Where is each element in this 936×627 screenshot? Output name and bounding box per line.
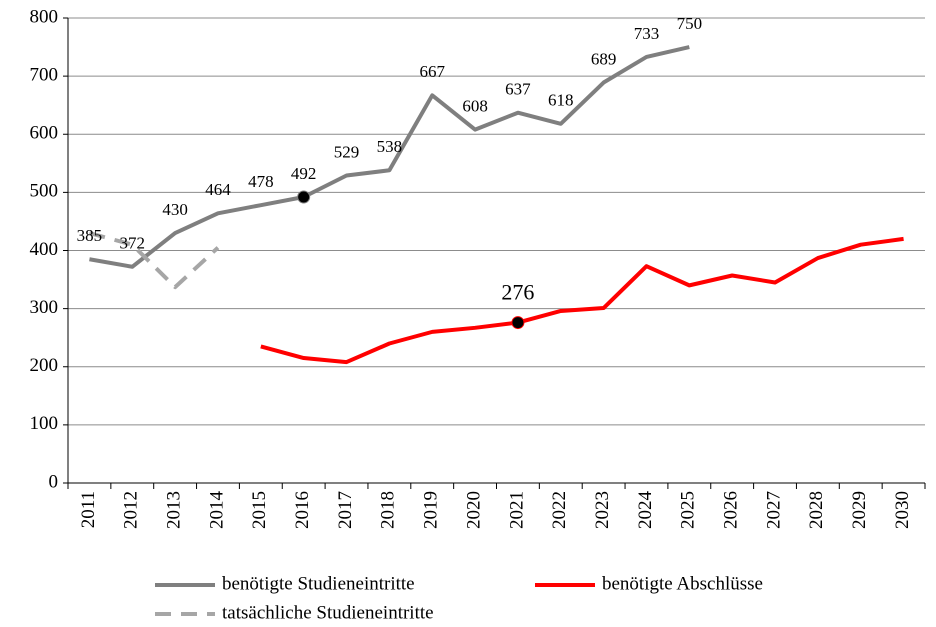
legend-label: benötigte Studieneintritte: [222, 573, 415, 594]
data-label: 478: [248, 172, 274, 191]
data-label: 689: [591, 49, 617, 68]
legend-label: benötigte Abschlüsse: [602, 573, 763, 594]
data-label: 430: [162, 200, 188, 219]
x-tick-label: 2026: [721, 491, 742, 529]
x-tick-label: 2020: [463, 491, 484, 529]
y-tick-label: 200: [30, 355, 59, 376]
data-label: 385: [77, 226, 103, 245]
data-label: 750: [677, 14, 703, 33]
x-tick-label: 2022: [549, 491, 570, 529]
series-line: [260, 236, 904, 365]
data-label: 538: [377, 137, 403, 156]
y-tick-label: 800: [30, 6, 59, 27]
y-tick-label: 500: [30, 181, 59, 202]
point-marker: [511, 316, 525, 330]
legend-label: tatsächliche Studieneintritte: [222, 602, 434, 623]
x-tick-label: 2014: [206, 491, 227, 530]
point-marker: [297, 190, 311, 204]
x-tick-label: 2017: [335, 491, 356, 529]
data-label: 492: [291, 164, 317, 183]
data-label: 618: [548, 91, 574, 110]
x-tick-label: 2019: [421, 491, 442, 529]
data-label: 667: [419, 62, 445, 81]
data-label: 637: [505, 80, 531, 99]
x-tick-label: 2030: [892, 491, 913, 529]
series-line: [88, 231, 220, 290]
x-tick-label: 2015: [249, 491, 270, 529]
series-line: [89, 45, 690, 269]
y-tick-label: 0: [49, 471, 59, 492]
x-tick-label: 2023: [592, 491, 613, 529]
y-tick-label: 400: [30, 239, 59, 260]
y-tick-label: 600: [30, 123, 59, 144]
x-tick-label: 2018: [378, 491, 399, 529]
x-tick-label: 2011: [78, 491, 99, 528]
y-tick-label: 300: [30, 297, 59, 318]
data-label: 733: [634, 24, 660, 43]
data-label: 276: [501, 280, 534, 305]
x-tick-label: 2012: [121, 491, 142, 529]
y-tick-label: 700: [30, 64, 59, 85]
x-tick-label: 2027: [763, 491, 784, 529]
data-label: 464: [205, 180, 231, 199]
x-tick-label: 2024: [635, 491, 656, 530]
data-label: 608: [462, 97, 488, 116]
x-tick-label: 2028: [806, 491, 827, 529]
y-tick-label: 100: [30, 413, 59, 434]
data-label: 372: [120, 234, 146, 253]
x-tick-label: 2021: [506, 491, 527, 529]
x-tick-label: 2025: [678, 491, 699, 529]
x-tick-label: 2016: [292, 491, 313, 529]
x-tick-label: 2013: [163, 491, 184, 529]
x-tick-label: 2029: [849, 491, 870, 529]
data-label: 529: [334, 142, 360, 161]
